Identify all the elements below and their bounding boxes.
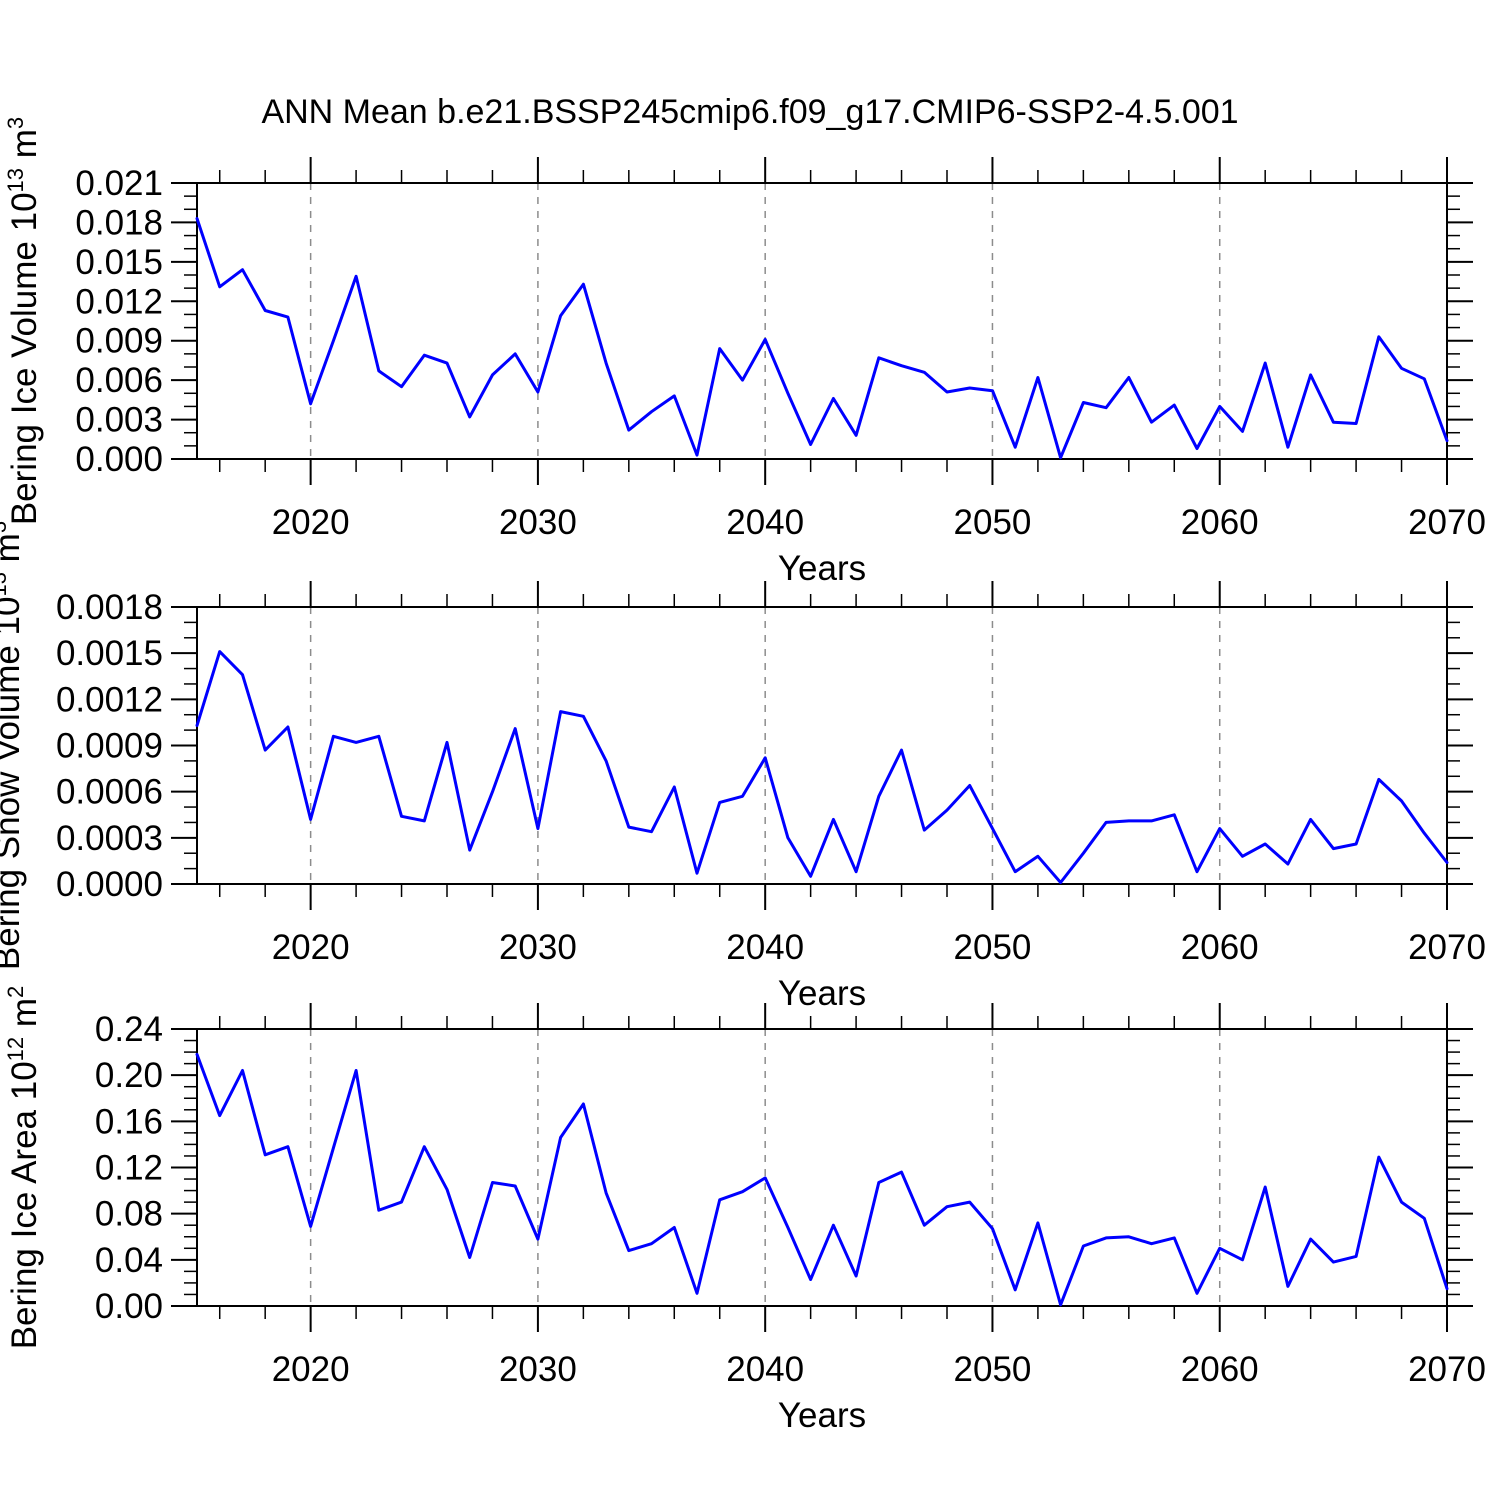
x-tick-label: 2060 [1181,928,1259,967]
y-tick-label: 0.009 [75,322,163,361]
x-tick-label: 2060 [1181,1350,1259,1389]
x-tick-label: 2020 [272,503,350,542]
y-axis-title: Bering Snow Volume 1013 m3 [0,521,27,970]
y-tick-label: 0.0000 [56,865,163,904]
x-tick-label: 2060 [1181,503,1259,542]
x-axis-title: Years [778,1396,866,1435]
y-tick-label: 0.012 [75,282,163,321]
y-tick-label: 0.08 [95,1195,163,1234]
x-tick-label: 2040 [726,503,804,542]
data-series-line [195,217,1449,460]
y-axis-title: Bering Ice Volume 1013 m3 [3,117,44,525]
x-tick-label: 2070 [1408,928,1486,967]
x-tick-label: 2030 [499,503,577,542]
x-axis-title: Years [778,549,866,588]
y-tick-label: 0.00 [95,1287,163,1326]
y-tick-label: 0.000 [75,440,163,479]
y-tick-label: 0.04 [95,1241,163,1280]
y-tick-label: 0.20 [95,1056,163,1095]
y-axis-title: Bering Ice Area 1012 m2 [3,986,44,1350]
y-tick-label: 0.0012 [56,680,163,719]
ice-area-panel: 0.00 0.04 0.08 0.12 0.16 0.20 0.24 2020 2030 2040… [3,986,1486,1435]
x-tick-label: 2070 [1408,503,1486,542]
y-tick-label: 0.0018 [56,588,163,627]
y-tick-label: 0.0015 [56,634,163,673]
x-tick-label: 2030 [499,1350,577,1389]
y-tick-label: 0.006 [75,361,163,400]
y-tick-label: 0.003 [75,401,163,440]
x-tick-label: 2020 [272,1350,350,1389]
y-tick-label: 0.0003 [56,819,163,858]
ice-volume-panel: 0.0000.0030.0060.0090.0120.0150.0180.021… [3,117,1486,588]
x-tick-label: 2030 [499,928,577,967]
snow-volume-panel: 0.0000 0.0003 0.0006 0.0009 0.0012 0.0015 0.00… [0,521,1486,1013]
data-series-line [195,650,1449,884]
figure-title: ANN Mean b.e21.BSSP245cmip6.f09_g17.CMIP… [261,93,1239,131]
data-series-line [195,1052,1449,1307]
x-tick-label: 2020 [272,928,350,967]
x-axis-title: Years [778,974,866,1013]
y-tick-label: 0.0006 [56,773,163,812]
y-tick-label: 0.015 [75,243,163,282]
y-tick-label: 0.24 [95,1010,163,1049]
y-tick-label: 0.021 [75,164,163,203]
x-tick-label: 2050 [954,928,1032,967]
x-tick-label: 2050 [954,1350,1032,1389]
x-tick-label: 2050 [954,503,1032,542]
y-tick-label: 0.12 [95,1149,163,1188]
y-tick-label: 0.16 [95,1102,163,1141]
y-tick-label: 0.0009 [56,727,163,766]
y-tick-label: 0.018 [75,203,163,242]
x-tick-label: 2040 [726,928,804,967]
x-tick-label: 2040 [726,1350,804,1389]
x-tick-label: 2070 [1408,1350,1486,1389]
